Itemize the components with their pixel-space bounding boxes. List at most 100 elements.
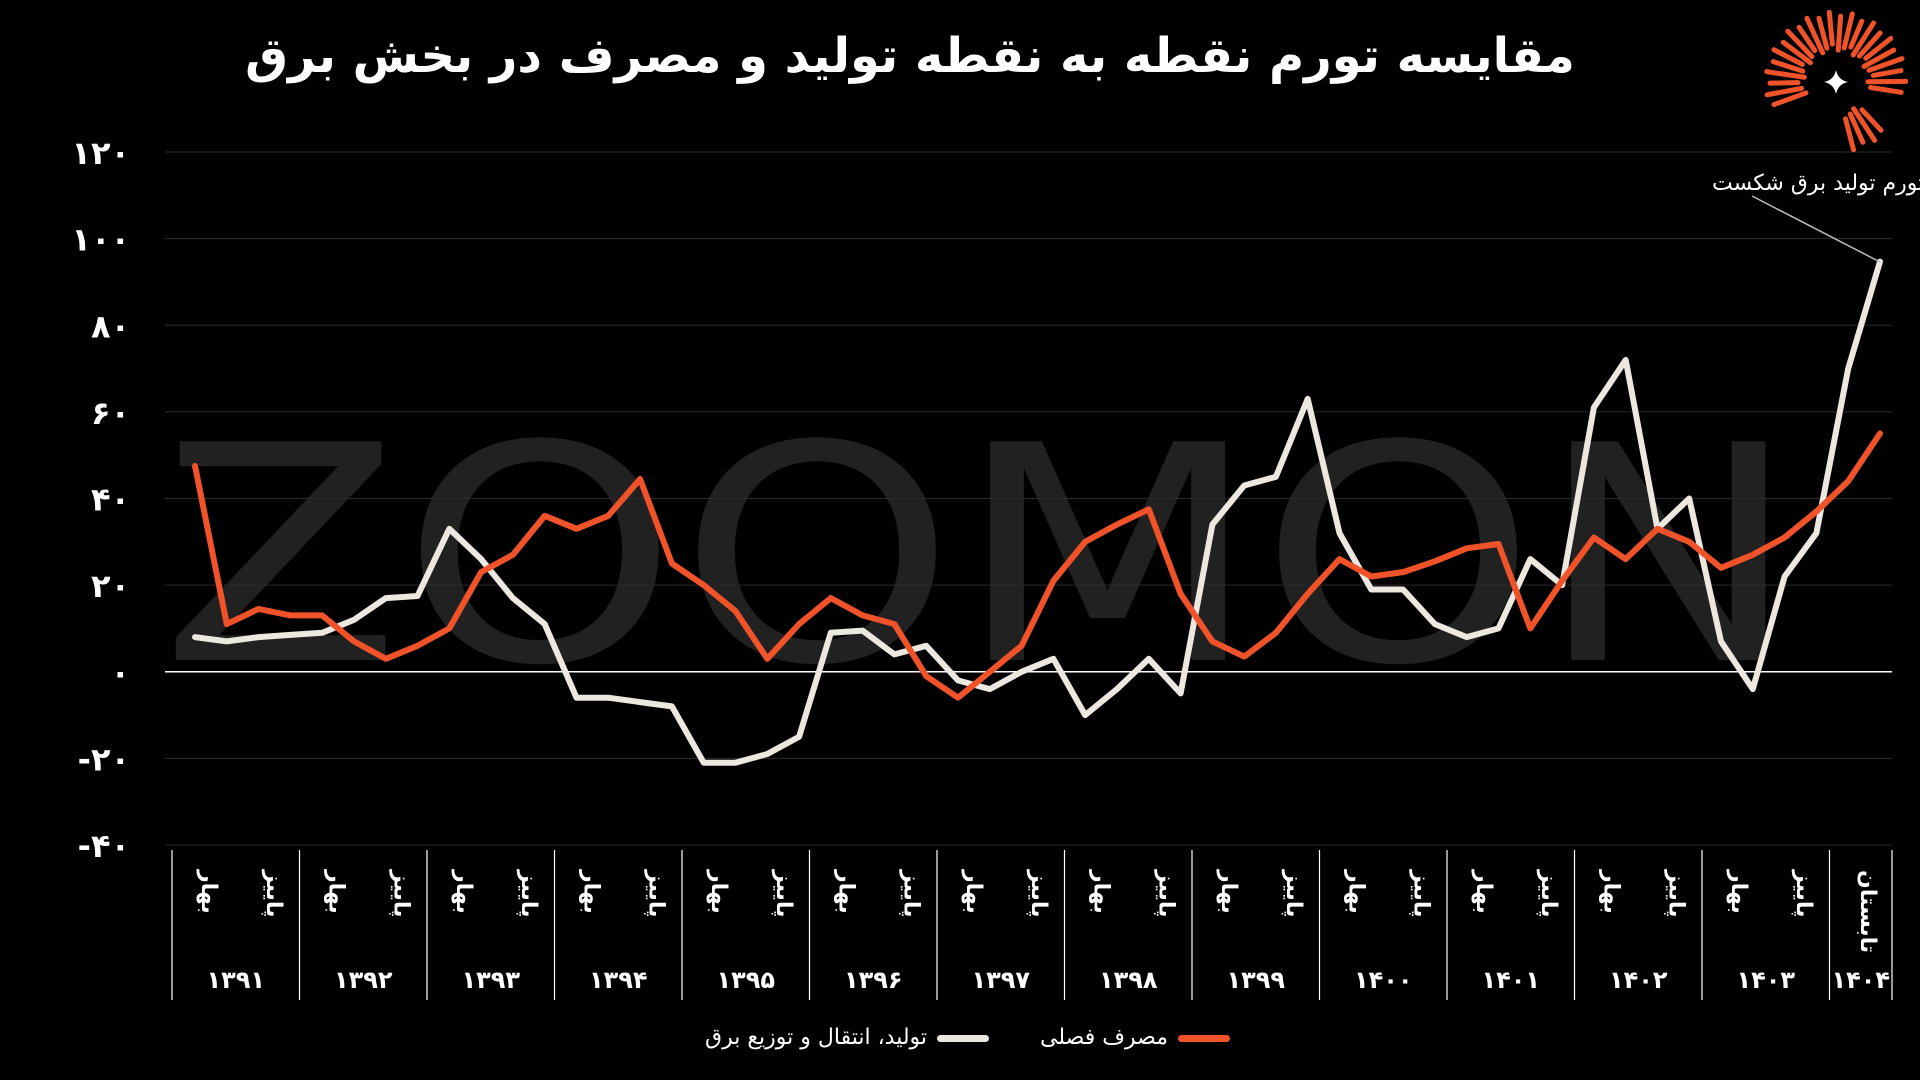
y-tick-label: ۰	[110, 654, 130, 692]
logo-ray	[1843, 116, 1857, 153]
year-label: ۱۳۹۲	[334, 966, 393, 994]
data-point-production	[764, 751, 770, 757]
series-line-production	[192, 258, 1883, 766]
data-point-consumption	[1877, 431, 1883, 436]
y-tick-label: -۲۰	[78, 740, 130, 778]
logo-ray	[1866, 56, 1905, 73]
data-point-consumption	[1337, 556, 1342, 562]
series-line-consumption	[192, 430, 1883, 701]
data-point-production	[796, 734, 802, 740]
season-label: پاییز	[771, 869, 796, 917]
logo-ray	[1868, 84, 1904, 95]
season-label: بهار	[1726, 869, 1751, 914]
data-point-consumption	[1432, 558, 1438, 564]
data-point-consumption	[224, 621, 230, 627]
season-label: بهار	[706, 869, 731, 914]
y-tick-label: ۶۰	[91, 394, 130, 432]
data-point-consumption	[1655, 526, 1660, 532]
logo-ray	[1835, 13, 1844, 53]
data-point-consumption	[510, 552, 516, 558]
data-point-consumption	[1368, 574, 1374, 579]
y-tick-label: -۴۰	[78, 827, 130, 865]
gridlines	[165, 151, 1892, 846]
data-point-consumption	[1527, 625, 1533, 631]
logo-ray	[1796, 24, 1818, 53]
logo-ray	[1863, 35, 1894, 61]
data-point-production	[478, 556, 484, 562]
logo-ray	[1851, 106, 1878, 143]
data-point-consumption	[1400, 569, 1406, 575]
season-label: بهار	[961, 869, 986, 914]
year-label: ۱۳۹۴	[589, 966, 648, 994]
data-point-production	[1368, 587, 1374, 592]
data-point-consumption	[1114, 522, 1120, 527]
data-point-production	[1813, 530, 1819, 536]
data-point-production	[415, 593, 420, 599]
data-point-consumption	[1273, 630, 1279, 636]
season-label: بهار	[451, 869, 476, 914]
year-label: ۱۳۹۷	[971, 966, 1030, 994]
data-point-consumption	[1623, 556, 1629, 562]
data-point-production	[669, 703, 675, 709]
data-point-production	[923, 643, 929, 649]
data-point-consumption	[319, 612, 325, 618]
data-point-consumption	[1050, 578, 1056, 584]
data-point-production	[1527, 556, 1533, 562]
data-point-production	[256, 634, 262, 640]
data-point-consumption	[605, 513, 611, 519]
data-point-consumption	[415, 643, 420, 649]
data-point-production	[1845, 366, 1851, 372]
y-tick-label: ۲۰	[91, 567, 130, 605]
data-point-production	[828, 630, 834, 636]
logo-ray	[1780, 39, 1813, 66]
logo-ray	[1841, 11, 1855, 51]
y-tick-label: ۴۰	[91, 481, 130, 519]
year-label: ۱۳۹۹	[1226, 966, 1285, 994]
data-point-production	[1082, 712, 1088, 718]
season-label: پاییز	[1791, 869, 1816, 917]
data-point-consumption	[1559, 578, 1565, 584]
data-point-consumption	[860, 612, 866, 618]
data-point-consumption	[955, 695, 961, 701]
annotation: ۹۴.۷ درصد؛ رکورد تورم تولید برق شکست	[1712, 171, 1920, 263]
logo-ray	[1804, 15, 1826, 56]
data-point-production	[605, 695, 611, 701]
data-point-production	[1050, 656, 1056, 662]
season-label: پاییز	[516, 869, 541, 917]
legend-item-production: تولید، انتقال و توزیع برق	[705, 1025, 990, 1050]
data-point-consumption	[1813, 509, 1819, 514]
data-point-consumption	[1782, 535, 1788, 540]
y-axis-ticks: -۴۰ -۲۰ ۰ ۲۰ ۴۰ ۶۰ ۸۰ ۱۰۰ ۱۲۰	[71, 134, 130, 865]
legend-item-consumption: مصرف فصلی	[1040, 1025, 1231, 1050]
logo-ray	[1771, 90, 1809, 108]
data-point-consumption	[701, 582, 707, 588]
data-point-production	[1782, 574, 1788, 579]
season-label: تابستان	[1855, 870, 1880, 953]
season-label: بهار	[579, 869, 604, 914]
data-point-consumption	[1178, 591, 1184, 597]
data-point-production	[446, 526, 452, 532]
data-point-production	[701, 760, 707, 766]
data-point-consumption	[764, 656, 770, 662]
season-label: بهار	[196, 869, 221, 914]
data-point-consumption	[351, 638, 357, 644]
y-tick-label: ۱۲۰	[71, 134, 130, 172]
data-point-consumption	[1718, 565, 1724, 571]
data-point-consumption	[1464, 545, 1470, 551]
data-point-consumption	[1209, 638, 1215, 644]
legend-swatch-consumption	[1178, 1034, 1231, 1042]
year-label: ۱۴۰۴	[1831, 966, 1890, 994]
season-label: بهار	[1344, 869, 1369, 914]
data-point-production	[733, 760, 738, 766]
data-point-production	[1623, 357, 1629, 363]
year-label: ۱۳۹۱	[206, 966, 265, 994]
data-point-consumption	[1496, 541, 1501, 547]
season-label: پاییز	[1281, 869, 1306, 917]
data-point-consumption	[987, 669, 993, 675]
data-point-production	[1273, 474, 1279, 480]
data-point-consumption	[1591, 535, 1597, 540]
logo-ray	[1856, 30, 1883, 59]
data-point-consumption	[574, 526, 579, 532]
data-point-consumption	[1750, 552, 1756, 558]
